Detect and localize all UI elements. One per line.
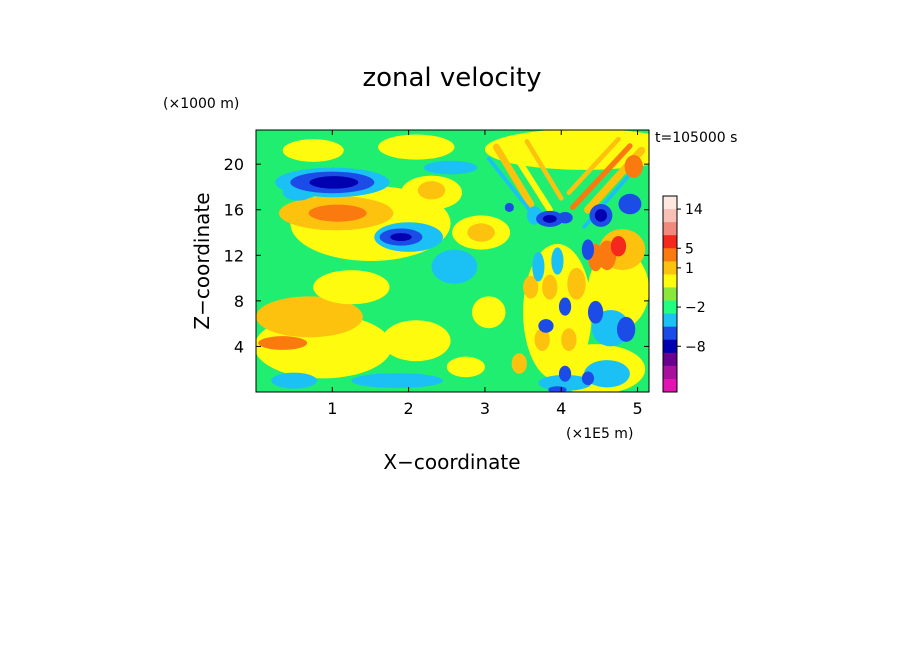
colorbar-swatch (663, 209, 677, 223)
contour-region-67 (616, 316, 636, 342)
contour-streak-32 (570, 143, 633, 211)
contour-region-62 (618, 193, 642, 215)
contour-region-6 (351, 373, 443, 389)
contour-region-37 (587, 249, 649, 330)
contour-region-4 (381, 320, 451, 362)
x-unit-label: (×1E5 m) (566, 426, 633, 442)
contour-region-70 (548, 386, 567, 392)
contour-region-5 (271, 372, 318, 389)
y-tick-label: 8 (234, 292, 244, 311)
contour-region-1 (256, 296, 363, 338)
colorbar-swatch (663, 339, 677, 354)
x-tick-label: 1 (327, 399, 337, 418)
contour-streak-30 (524, 139, 564, 201)
chart-title: zonal velocity (362, 63, 541, 93)
colorbar-swatch (663, 300, 677, 314)
contour-region-59 (504, 202, 514, 213)
contour-region-44 (542, 274, 558, 300)
contour-streak-28 (492, 143, 535, 208)
colorbar-tick-label: 5 (685, 241, 694, 257)
contour-region-64 (587, 300, 604, 324)
contour-region-16 (309, 176, 359, 189)
contour-region-41 (610, 235, 627, 257)
contour-streak-29 (504, 140, 553, 213)
contour-region-24 (282, 139, 344, 162)
contour-region-45 (523, 275, 539, 299)
y-axis: 4 8 12 16 20 (224, 155, 649, 356)
contour-region-66 (538, 319, 554, 333)
contour-region-61 (594, 209, 608, 222)
colorbar-swatch (663, 313, 677, 327)
colorbar-tick-label: 14 (685, 202, 703, 218)
x-tick-label: 4 (556, 399, 566, 418)
colorbar: 14 5 1 −2 −8 (662, 195, 706, 393)
contour-region-69 (581, 371, 595, 386)
y-tick-label: 12 (224, 246, 244, 265)
y-axis-label: Z−coordinate (190, 192, 214, 329)
colorbar-swatch (663, 261, 677, 275)
time-annotation: t=105000 s (655, 130, 737, 146)
contour-field (256, 130, 649, 392)
contour-region-54 (551, 247, 564, 275)
colorbar-tick-label: −8 (685, 339, 706, 355)
colorbar-swatch (663, 352, 677, 367)
contour-region-23 (467, 223, 495, 242)
contour-region-65 (558, 297, 572, 316)
contour-region-48 (511, 353, 527, 374)
x-axis-label: X−coordinate (383, 450, 520, 474)
x-tick-label: 5 (632, 399, 642, 418)
contour-region-51 (584, 360, 630, 388)
contour-region-19 (390, 233, 412, 242)
contour-region-58 (542, 214, 557, 223)
contour-region-2 (258, 336, 308, 350)
contour-region-53 (532, 251, 545, 282)
contour-region-25 (378, 134, 455, 160)
colorbar-swatch (663, 196, 677, 210)
colorbar-tick-label: 1 (685, 261, 694, 277)
contour-region-49 (624, 155, 643, 178)
y-tick-label: 20 (224, 155, 244, 174)
colorbar-swatch (663, 378, 677, 393)
plot-frame (255, 129, 650, 393)
x-axis: 1 2 3 4 5 (327, 130, 643, 418)
contour-region-52 (538, 374, 592, 391)
colorbar-swatch (663, 235, 677, 249)
contour-region-43 (567, 267, 586, 300)
contour-region-47 (561, 328, 577, 351)
colorbar-swatch (663, 248, 677, 262)
colorbar-swatch (663, 326, 677, 341)
contour-region-7 (446, 356, 485, 378)
contour-region-3 (313, 270, 390, 305)
contour-region-46 (534, 328, 550, 351)
colorbar-tick-label: −2 (685, 300, 706, 316)
x-tick-label: 2 (404, 399, 414, 418)
colorbar-swatch (663, 222, 677, 236)
y-unit-label: (×1000 m) (163, 96, 239, 112)
x-tick-label: 3 (480, 399, 490, 418)
contour-region-63 (581, 239, 595, 260)
contour-streak-33 (566, 136, 621, 195)
colorbar-swatch (663, 365, 677, 380)
contour-region-8 (431, 249, 478, 284)
colorbar-swatch (663, 287, 677, 301)
contour-region-12 (308, 204, 367, 222)
contour-region-57 (557, 212, 573, 224)
contour-region-21 (417, 181, 446, 200)
colorbar-swatch (663, 274, 677, 288)
y-tick-label: 16 (224, 201, 244, 220)
contour-region-26 (423, 160, 478, 175)
contour-region-9 (471, 296, 506, 329)
y-tick-label: 4 (234, 337, 244, 356)
colorbar-frame (662, 195, 678, 393)
contour-region-68 (558, 365, 572, 382)
